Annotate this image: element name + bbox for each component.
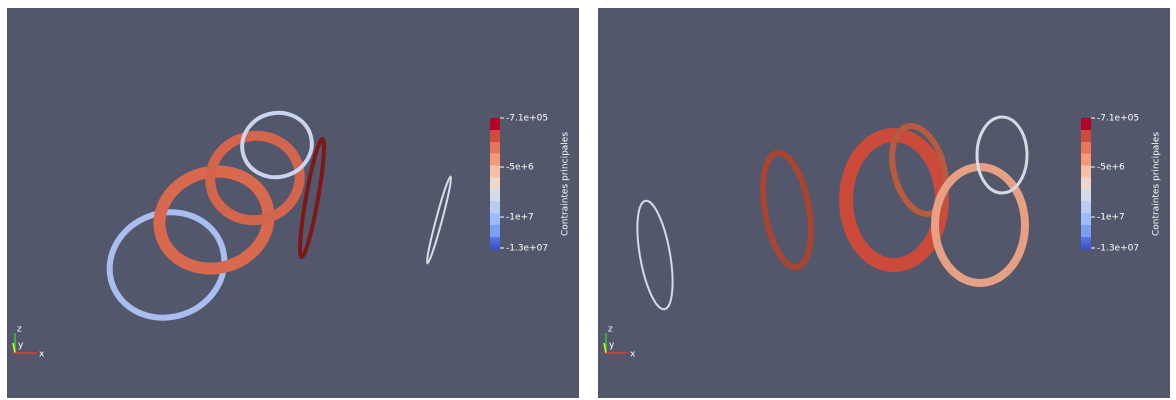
- render-view: -7.1e+05 -5e+6 -1e+7 -1.3e+07 Contraintes pr…: [598, 8, 1170, 398]
- axis-label-z: z: [17, 325, 22, 335]
- colorbar-label: -7.1e+05: [506, 114, 548, 124]
- colorbar-label: -1e+7: [1097, 213, 1125, 223]
- axis-label-z: z: [608, 325, 613, 335]
- colorbar: [490, 118, 500, 250]
- colorbar-label: -7.1e+05: [1097, 114, 1139, 124]
- screenshot: -7.1e+05 -5e+6 -1e+7 -1.3e+07 Contraintes pr…: [0, 0, 1176, 400]
- colorbar-label: -1.3e+07: [506, 244, 548, 254]
- colorbar-title: Contraintes principales: [561, 132, 571, 236]
- colorbar-label: -5e+6: [506, 163, 534, 173]
- colorbar-label: -5e+6: [1097, 163, 1125, 173]
- axis-label-x: x: [630, 350, 636, 360]
- render-view: -7.1e+05 -5e+6 -1e+7 -1.3e+07 Contraintes pr…: [7, 8, 579, 398]
- axis-label-x: x: [39, 350, 45, 360]
- colorbar-title: Contraintes principales: [1152, 132, 1162, 236]
- colorbar-label: -1e+7: [506, 213, 534, 223]
- axis-label-y: y: [609, 341, 615, 351]
- colorbar-label: -1.3e+07: [1097, 244, 1139, 254]
- colorbar: [1081, 118, 1091, 250]
- axis-label-y: y: [18, 341, 24, 351]
